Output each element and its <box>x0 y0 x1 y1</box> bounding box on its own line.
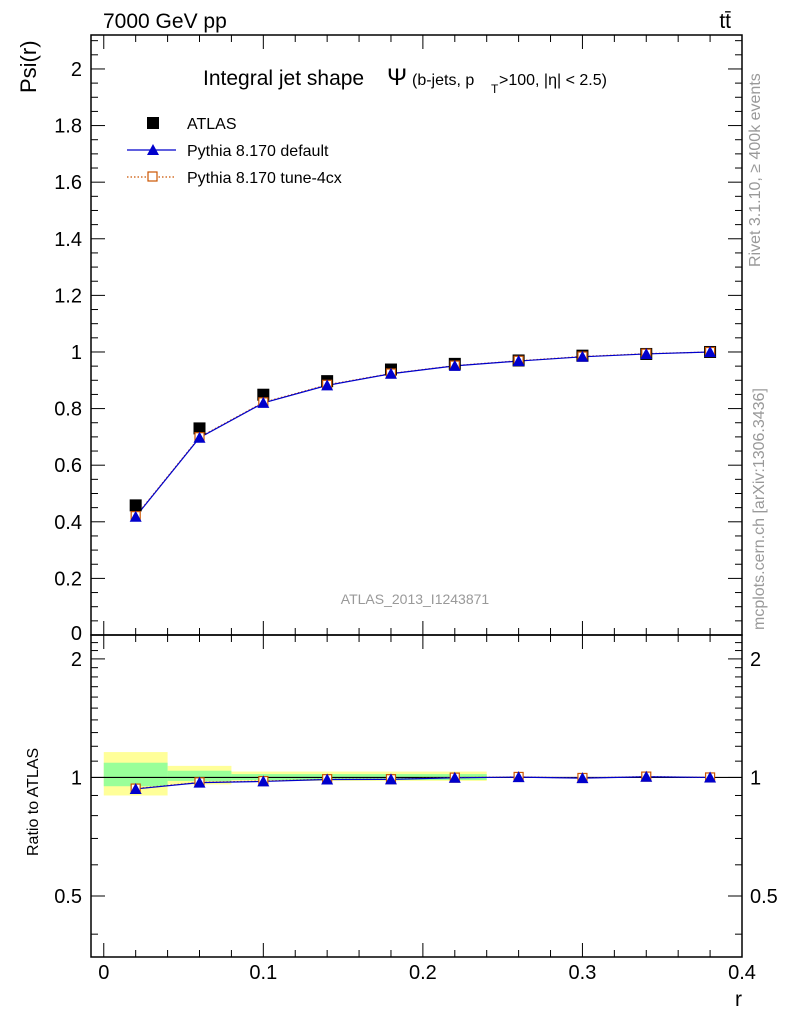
analysis-id-label: ATLAS_2013_I1243871 <box>341 591 490 607</box>
ratio-y-axis-label: Ratio to ATLAS <box>25 748 42 856</box>
main-y-tick-label: 1.8 <box>54 116 82 138</box>
pythia-default-point <box>640 347 653 359</box>
x-tick-label: 0.1 <box>249 962 277 984</box>
pythia-default-point <box>448 359 461 371</box>
series-line-pythia-tune4cx <box>135 351 711 517</box>
main-y-tick-label: 0.6 <box>54 455 82 477</box>
main-y-tick-label: 1.2 <box>54 285 82 307</box>
legend-marker-pythia-tune4cx <box>147 171 158 182</box>
pythia-default-point <box>193 431 206 443</box>
ratio-point-pythia-default <box>193 776 206 788</box>
ratio-y-tick-label: 0.5 <box>54 886 82 908</box>
title-subtitle-subscript: T <box>491 82 499 96</box>
ratio-point-pythia-default <box>257 775 270 787</box>
pythia-default-point <box>384 367 397 379</box>
legend-marker-atlas <box>147 117 159 129</box>
ratio-line-pythia-default <box>135 776 711 790</box>
title-main: Integral jet shape <box>203 67 364 90</box>
main-series <box>129 345 717 522</box>
ratio-point-pythia-default <box>129 782 142 794</box>
plot-title: Integral jet shape Ψ (b-jets, p T >100, … <box>203 64 607 96</box>
series-line-pythia-default <box>135 351 711 518</box>
x-tick-label: 0.2 <box>409 962 437 984</box>
x-axis-label: r <box>735 988 742 1011</box>
legend-label-atlas: ATLAS <box>187 116 237 133</box>
ratio-panel-frame <box>90 634 743 958</box>
pythia-default-point <box>129 510 142 522</box>
mcplots-reference-label: mcplots.cern.ch [arXiv:1306.3436] <box>751 388 768 630</box>
pythia-default-point <box>257 396 270 408</box>
main-y-tick-label: 0 <box>71 623 82 645</box>
ratio-y-tick-label-right: 2 <box>750 649 761 671</box>
main-y-axis-label: Psi(r) <box>16 40 41 93</box>
ratio-y-tick-label-right: 0.5 <box>750 886 778 908</box>
title-subtitle-suffix: >100, |η| < 2.5) <box>499 72 607 89</box>
ratio-point-pythia-default <box>448 771 461 783</box>
legend-label-pythia-default: Pythia 8.170 default <box>187 143 329 160</box>
x-ticks: 0 0.1 0.2 0.3 0.4 <box>98 35 756 984</box>
main-y-tick-label: 1.4 <box>54 229 82 251</box>
x-tick-label: 0 <box>98 962 109 984</box>
pythia-default-point <box>704 345 717 357</box>
title-symbol: Ψ <box>387 64 407 91</box>
main-y-tick-label: 0.4 <box>54 512 82 534</box>
main-y-tick-label: 0.8 <box>54 399 82 421</box>
ratio-y-tick-label: 1 <box>71 767 82 789</box>
ratio-y-tick-label: 2 <box>71 649 82 671</box>
ratio-panel-border <box>90 634 743 958</box>
ratio-point-pythia-default <box>704 771 717 783</box>
main-y-tick-label: 0.2 <box>54 568 82 590</box>
ratio-band-stat <box>167 770 232 781</box>
energy-label: 7000 GeV pp <box>103 10 227 33</box>
ratio-band-stat <box>103 762 168 787</box>
x-tick-label: 0.3 <box>569 962 597 984</box>
ratio-point-pythia-default <box>512 771 525 783</box>
title-subtitle-prefix: (b-jets, p <box>412 72 474 89</box>
ratio-point-pythia-default <box>384 773 397 785</box>
ratio-y-ticks: 0.5 0.5 1 1 2 2 <box>54 642 778 935</box>
ratio-series <box>129 770 717 794</box>
process-label: tt̄ <box>719 10 731 33</box>
legend: ATLAS Pythia 8.170 default Pythia 8.170 … <box>127 116 342 187</box>
ratio-point-pythia-default <box>321 773 334 785</box>
ratio-point-pythia-default <box>640 770 653 782</box>
rivet-version-label: Rivet 3.1.10, ≥ 400k events <box>747 73 764 267</box>
main-y-tick-label: 1 <box>71 342 82 364</box>
atlas-data-point <box>193 422 206 435</box>
legend-label-pythia-tune4cx: Pythia 8.170 tune-4cx <box>187 170 342 187</box>
pythia-default-point <box>512 355 525 367</box>
legend-marker-pythia-default <box>147 144 159 155</box>
main-y-tick-label: 2 <box>71 59 82 81</box>
main-y-ticks: 0 0.2 0.4 0.6 0.8 1 1.2 1.4 1.6 1.8 2 <box>54 40 742 645</box>
pythia-default-point <box>321 379 334 391</box>
ratio-point-pythia-default <box>576 772 589 784</box>
pythia-default-point <box>576 350 589 362</box>
main-y-tick-label: 1.6 <box>54 172 82 194</box>
atlas-data-point <box>129 499 142 512</box>
x-tick-label: 0.4 <box>728 962 756 984</box>
ratio-y-tick-label-right: 1 <box>750 767 761 789</box>
